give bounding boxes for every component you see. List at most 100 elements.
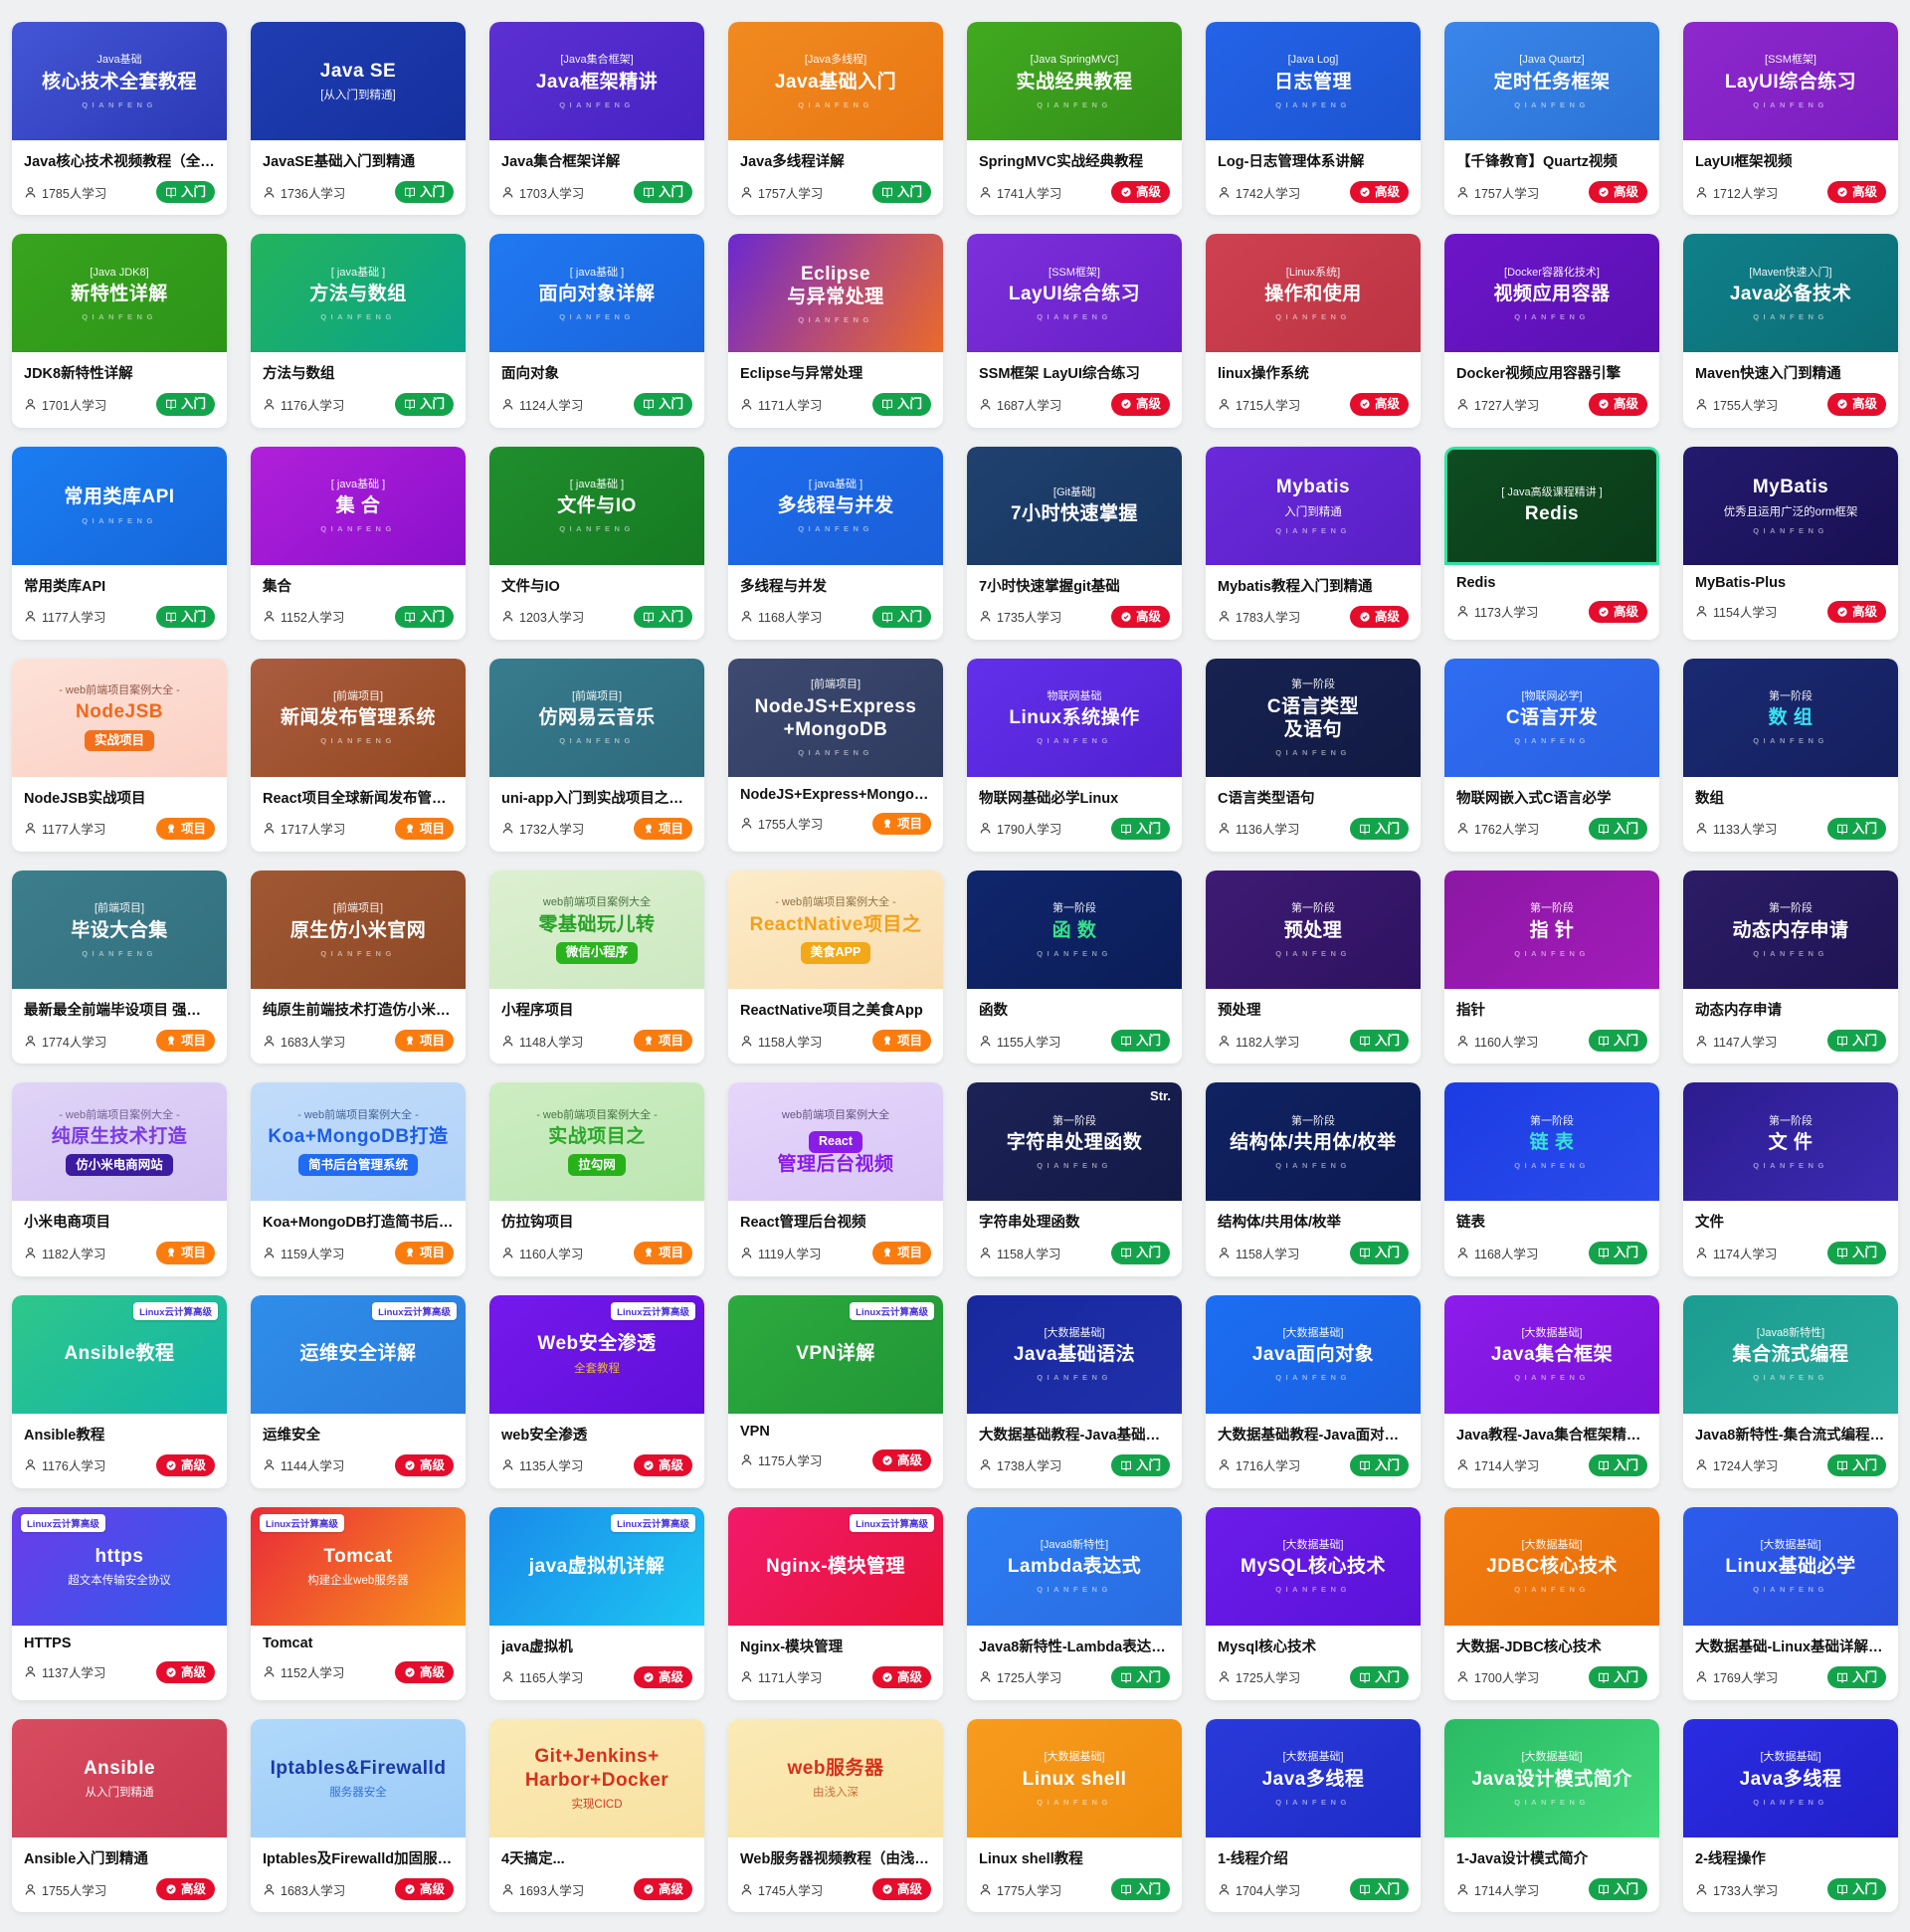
course-card[interactable]: [Linux系统] 操作和使用 QIANFENG linux操作系统 1715人… bbox=[1206, 234, 1421, 428]
course-card[interactable]: [Java JDK8] 新特性详解 QIANFENG JDK8新特性详解 170… bbox=[12, 234, 227, 428]
course-card[interactable]: - web前端项目案例大全 - 纯原生技术打造 仿小米电商网站 小米电商项目 1… bbox=[12, 1082, 227, 1276]
thumbnail-heading: 7小时快速掌握 bbox=[1010, 503, 1139, 525]
students-label: 1736人学习 bbox=[281, 186, 346, 201]
course-card[interactable]: [前端项目] 原生仿小米官网 QIANFENG 纯原生前端技术打造仿小米电商..… bbox=[251, 870, 466, 1064]
course-card[interactable]: [物联网必学] C语言开发 QIANFENG 物联网嵌入式C语言必学 1762人… bbox=[1444, 658, 1659, 852]
course-card[interactable]: Eclipse 与异常处理 QIANFENG Eclipse与异常处理 1171… bbox=[728, 234, 943, 428]
course-card[interactable]: [前端项目] NodeJS+Express +MongoDB QIANFENG … bbox=[728, 658, 943, 852]
course-card[interactable]: web前端项目案例大全 管理后台视频 React React管理后台视频 111… bbox=[728, 1082, 943, 1276]
course-card[interactable]: [ java基础 ] 多线程与并发 QIANFENG 多线程与并发 1168人学… bbox=[728, 446, 943, 640]
course-card[interactable]: 第一阶段 结构体/共用体/枚举 QIANFENG 结构体/共用体/枚举 1158… bbox=[1206, 1082, 1421, 1276]
course-card[interactable]: [大数据基础] Java多线程 QIANFENG 2-线程操作 1733人学习 bbox=[1683, 1719, 1898, 1913]
course-card[interactable]: [前端项目] 新闻发布管理系统 QIANFENG React项目全球新闻发布管理… bbox=[251, 658, 466, 852]
course-card[interactable]: Git+Jenkins+ Harbor+Docker 实现CICD 4天搞定..… bbox=[489, 1719, 704, 1913]
course-card[interactable]: 第一阶段 预处理 QIANFENG 预处理 1182人学习 入门 bbox=[1206, 870, 1421, 1064]
course-card[interactable]: 第一阶段 指 针 QIANFENG 指针 1160人学习 入门 bbox=[1444, 870, 1659, 1064]
badge-label: 高级 bbox=[896, 1882, 922, 1896]
course-card[interactable]: [ Java高级课程精讲 ] Redis Redis 1173人学习 bbox=[1444, 446, 1659, 640]
course-card[interactable]: Linux云计算高级 运维安全详解 运维安全 1144人学习 bbox=[251, 1294, 466, 1488]
course-card[interactable]: Linux云计算高级 Web安全渗透 全套教程 web安全渗透 1135人学习 bbox=[489, 1294, 704, 1488]
course-card[interactable]: Linux云计算高级 https 超文本传输安全协议 HTTPS 1137人学习 bbox=[12, 1506, 227, 1700]
course-title: Koa+MongoDB打造简书后台... bbox=[263, 1215, 454, 1232]
course-card[interactable]: web前端项目案例大全 零基础玩儿转 微信小程序 小程序项目 1148人学习 bbox=[489, 870, 704, 1064]
course-card[interactable]: Linux云计算高级 Ansible教程 Ansible教程 1176人学习 bbox=[12, 1294, 227, 1488]
course-card[interactable]: Linux云计算高级 VPN详解 VPN 1175人学习 bbox=[728, 1294, 943, 1488]
course-card[interactable]: [SSM框架] LayUI综合练习 QIANFENG LayUI框架视频 171… bbox=[1683, 22, 1898, 216]
course-card[interactable]: [ java基础 ] 文件与IO QIANFENG 文件与IO 1203人学习 bbox=[489, 446, 704, 640]
course-card[interactable]: [大数据基础] Linux基础必学 QIANFENG 大数据基础-Linux基础… bbox=[1683, 1506, 1898, 1700]
course-card[interactable]: [Java8新特性] Lambda表达式 QIANFENG Java8新特性-L… bbox=[967, 1506, 1182, 1700]
course-card[interactable]: Linux云计算高级 java虚拟机详解 java虚拟机 1165人学习 bbox=[489, 1506, 704, 1700]
course-card[interactable]: [大数据基础] Java基础语法 QIANFENG 大数据基础教程-Java基础… bbox=[967, 1294, 1182, 1488]
thumbnail-heading: C语言类型 bbox=[1266, 695, 1360, 717]
students-count: 1182人学习 bbox=[24, 1244, 105, 1262]
students-count: 1762人学习 bbox=[1456, 819, 1539, 838]
course-info: 1-Java设计模式简介 1714人学习 入门 bbox=[1444, 1837, 1659, 1912]
course-card[interactable]: - web前端项目案例大全 - NodeJSB 实战项目 NodeJSB实战项目… bbox=[12, 658, 227, 852]
person-icon bbox=[980, 186, 991, 198]
thumbnail-kicker: [前端项目] bbox=[332, 690, 384, 703]
course-card[interactable]: [Java SpringMVC] 实战经典教程 QIANFENG SpringM… bbox=[967, 22, 1182, 216]
course-card[interactable]: Linux云计算高级 Nginx-模块管理 Nginx-模块管理 1171人学习 bbox=[728, 1506, 943, 1700]
course-card[interactable]: [Java多线程] Java基础入门 QIANFENG Java多线程详解 17… bbox=[728, 22, 943, 216]
course-card[interactable]: [Maven快速入门] Java必备技术 QIANFENG Maven快速入门到… bbox=[1683, 234, 1898, 428]
course-card[interactable]: [ java基础 ] 面向对象详解 QIANFENG 面向对象 1124人学习 bbox=[489, 234, 704, 428]
course-card[interactable]: Java基础 核心技术全套教程 QIANFENG Java核心技术视频教程（全套… bbox=[12, 22, 227, 216]
course-card[interactable]: [大数据基础] MySQL核心技术 QIANFENG Mysql核心技术 172… bbox=[1206, 1506, 1421, 1700]
students-label: 1783人学习 bbox=[1236, 611, 1301, 626]
thumbnail-kicker: [前端项目] bbox=[810, 678, 861, 691]
course-card[interactable]: 常用类库API QIANFENG 常用类库API 1177人学习 入门 bbox=[12, 446, 227, 640]
thumbnail-kicker: [大数据基础] bbox=[1282, 1751, 1344, 1764]
level-badge: 入门 bbox=[1588, 1030, 1647, 1053]
course-card[interactable]: [Java Log] 日志管理 QIANFENG Log-日志管理体系讲解 17… bbox=[1206, 22, 1421, 216]
course-card[interactable]: Java SE [从入门到精通] JavaSE基础入门到精通 1736人学习 入… bbox=[251, 22, 466, 216]
thumbnail-heading-wrap: NodeJS+Express +MongoDB bbox=[755, 695, 917, 741]
course-card[interactable]: - web前端项目案例大全 - 实战项目之 拉勾网 仿拉钩项目 1160人学习 bbox=[489, 1082, 704, 1276]
course-card[interactable]: [ java基础 ] 方法与数组 QIANFENG 方法与数组 1176人学习 bbox=[251, 234, 466, 428]
thumbnail-heading-wrap: 7小时快速掌握 bbox=[1011, 502, 1138, 525]
course-card[interactable]: - web前端项目案例大全 - Koa+MongoDB打造 简书后台管理系统 K… bbox=[251, 1082, 466, 1276]
course-card[interactable]: Mybatis 入门到精通 QIANFENG Mybatis教程入门到精通 17… bbox=[1206, 446, 1421, 640]
course-card[interactable]: [Docker容器化技术] 视频应用容器 QIANFENG Docker视频应用… bbox=[1444, 234, 1659, 428]
course-card[interactable]: [大数据基础] JDBC核心技术 QIANFENG 大数据-JDBC核心技术 1… bbox=[1444, 1506, 1659, 1700]
course-title: JDK8新特性详解 bbox=[24, 366, 133, 383]
course-card[interactable]: 物联网基础 Linux系统操作 QIANFENG 物联网基础必学Linux 17… bbox=[967, 658, 1182, 852]
course-card[interactable]: [前端项目] 毕设大合集 QIANFENG 最新最全前端毕设项目 强烈建... … bbox=[12, 870, 227, 1064]
course-title: Iptables及Firewalld加固服务... bbox=[263, 1851, 454, 1867]
course-card[interactable]: [Java Quartz] 定时任务框架 QIANFENG 【千锋教育】Quar… bbox=[1444, 22, 1659, 216]
course-meta: 1683人学习 高级 bbox=[263, 1878, 454, 1901]
course-meta: 1177人学习 项目 bbox=[24, 817, 215, 840]
course-card[interactable]: [大数据基础] Linux shell QIANFENG Linux shell… bbox=[967, 1719, 1182, 1913]
course-card[interactable]: [大数据基础] Java面向对象 QIANFENG 大数据基础教程-Java面对… bbox=[1206, 1294, 1421, 1488]
course-card[interactable]: 第一阶段 动态内存申请 QIANFENG 动态内存申请 1147人学习 bbox=[1683, 870, 1898, 1064]
course-card[interactable]: [大数据基础] Java设计模式简介 QIANFENG 1-Java设计模式简介… bbox=[1444, 1719, 1659, 1913]
course-card[interactable]: Iptables&Firewalld 服务器安全 Iptables及Firewa… bbox=[251, 1719, 466, 1913]
course-card[interactable]: [SSM框架] LayUI综合练习 QIANFENG SSM框架 LayUI综合… bbox=[967, 234, 1182, 428]
badge-label: 项目 bbox=[180, 821, 206, 836]
course-card[interactable]: 第一阶段 C语言类型 及语句 QIANFENG C语言类型语句 1136人学习 bbox=[1206, 658, 1421, 852]
students-count: 1742人学习 bbox=[1218, 183, 1300, 202]
course-card[interactable]: - web前端项目案例大全 - ReactNative项目之 美食APP Rea… bbox=[728, 870, 943, 1064]
course-card[interactable]: [Git基础] 7小时快速掌握 7小时快速掌握git基础 1735人学习 bbox=[967, 446, 1182, 640]
course-title: 预处理 bbox=[1218, 1003, 1261, 1019]
course-card[interactable]: 第一阶段 数 组 QIANFENG 数组 1133人学习 入门 bbox=[1683, 658, 1898, 852]
course-card[interactable]: web服务器 由浅入深 Web服务器视频教程（由浅入... 1745人学习 高级 bbox=[728, 1719, 943, 1913]
course-card[interactable]: [ java基础 ] 集 合 QIANFENG 集合 1152人学习 bbox=[251, 446, 466, 640]
course-card[interactable]: 第一阶段 链 表 QIANFENG 链表 1168人学习 入门 bbox=[1444, 1082, 1659, 1276]
course-card[interactable]: [Java集合框架] Java框架精讲 QIANFENG Java集合框架详解 … bbox=[489, 22, 704, 216]
course-card[interactable]: [大数据基础] Java集合框架 QIANFENG Java教程-Java集合框… bbox=[1444, 1294, 1659, 1488]
course-card[interactable]: 第一阶段 文 件 QIANFENG 文件 1174人学习 入门 bbox=[1683, 1082, 1898, 1276]
badge-label: 入门 bbox=[658, 609, 683, 624]
brand-text: QIANFENG bbox=[1037, 1160, 1112, 1170]
course-card[interactable]: Linux云计算高级 Tomcat 构建企业web服务器 Tomcat 1152… bbox=[251, 1506, 466, 1700]
brand-text: QIANFENG bbox=[82, 311, 157, 321]
course-card[interactable]: [前端项目] 仿网易云音乐 QIANFENG uni-app入门到实战项目之《仿… bbox=[489, 658, 704, 852]
course-card[interactable]: MyBatis 优秀且运用广泛的orm框架 QIANFENG MyBatis-P… bbox=[1683, 446, 1898, 640]
course-card[interactable]: 第一阶段 函 数 QIANFENG 函数 1155人学习 入门 bbox=[967, 870, 1182, 1064]
person-icon bbox=[1457, 1671, 1468, 1682]
thumbnail-heading-wrap: 文 件 bbox=[1769, 1131, 1814, 1154]
course-card[interactable]: Ansible 从入门到精通 Ansible入门到精通 1755人学习 高级 bbox=[12, 1719, 227, 1913]
course-card[interactable]: [大数据基础] Java多线程 QIANFENG 1-线程介绍 1704人学习 bbox=[1206, 1719, 1421, 1913]
course-card[interactable]: Str. 第一阶段 字符串处理函数 QIANFENG 字符串处理函数 1158人… bbox=[967, 1082, 1182, 1276]
course-card[interactable]: [Java8新特性] 集合流式编程 QIANFENG Java8新特性-集合流式… bbox=[1683, 1294, 1898, 1488]
